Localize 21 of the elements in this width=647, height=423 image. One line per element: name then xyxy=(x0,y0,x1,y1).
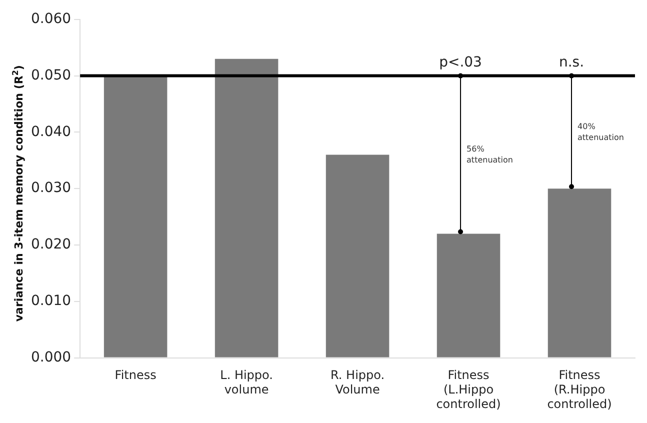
bar xyxy=(326,154,390,358)
y-tick-label: 0.060 xyxy=(30,11,72,28)
annotation: n.s. xyxy=(558,54,584,70)
bar xyxy=(548,188,612,358)
x-tick-label: L. Hippo. volume xyxy=(220,368,273,397)
y-tick-label: 0.050 xyxy=(30,67,72,84)
x-tick-label: Fitness (R.Hippo controlled) xyxy=(547,368,612,411)
annotation: 56% attenuation xyxy=(466,144,513,164)
annotation: 40% attenuation xyxy=(578,122,624,142)
y-tick-label: 0.040 xyxy=(30,124,72,140)
x-tick-label: Fitness (L.Hippo controlled) xyxy=(436,368,501,411)
y-tick-label: 0.020 xyxy=(30,236,72,253)
y-tick-label: 0.030 xyxy=(30,180,72,196)
y-tick-label: 0.010 xyxy=(30,293,72,310)
x-tick-label: Fitness xyxy=(114,368,156,382)
y-tick-label: 0.000 xyxy=(30,349,72,366)
x-tick-label: R. Hippo. Volume xyxy=(330,368,385,397)
bar xyxy=(436,234,500,358)
bar xyxy=(104,76,168,358)
annotation: p<.03 xyxy=(439,54,482,70)
bar xyxy=(214,58,278,358)
